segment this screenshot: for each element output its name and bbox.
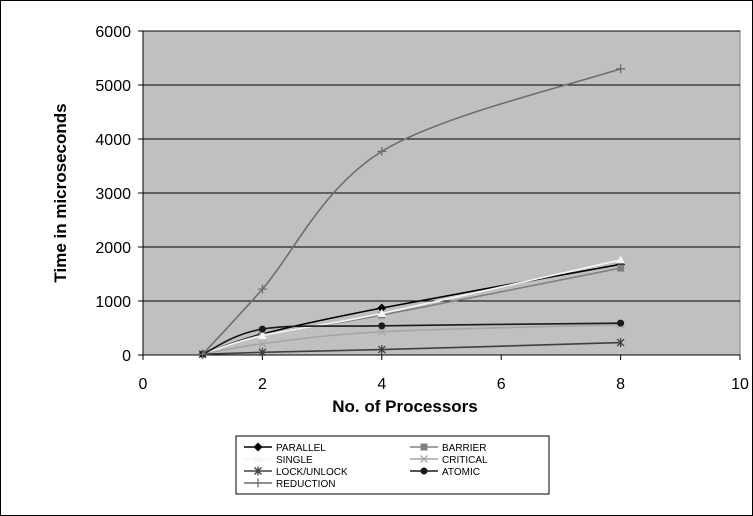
star-marker [616, 338, 625, 348]
data-point [253, 454, 263, 463]
legend-label: REDUCTION [276, 479, 335, 490]
data-point [420, 443, 428, 451]
data-point [420, 455, 428, 463]
y-axis-title: Time in microseconds [51, 103, 70, 282]
x-tick-label: 8 [616, 376, 625, 393]
plus-marker [257, 284, 267, 294]
x-axis-title: No. of Processors [332, 397, 478, 416]
data-point [254, 466, 262, 476]
plus-marker [198, 349, 208, 359]
x-tick-label: 4 [377, 376, 386, 393]
data-point [257, 284, 267, 294]
y-tick-label: 2000 [95, 240, 131, 257]
legend-item-atomic: ATOMIC [410, 467, 480, 478]
star-marker [377, 345, 386, 355]
data-point [617, 264, 625, 272]
circle-marker [420, 467, 428, 475]
data-point [378, 322, 386, 330]
y-tick-label: 1000 [95, 294, 131, 311]
data-point [616, 338, 625, 348]
data-point [377, 345, 386, 355]
data-point [258, 347, 267, 357]
star-marker [254, 466, 262, 476]
legend-label: LOCK/UNLOCK [276, 467, 348, 478]
triangle-marker [257, 331, 267, 340]
data-point [377, 327, 386, 336]
y-tick-label: 5000 [95, 78, 131, 95]
legend-label: CRITICAL [442, 455, 488, 466]
data-point [257, 331, 267, 340]
legend-label: SINGLE [276, 455, 313, 466]
data-point [617, 319, 625, 327]
square-marker [617, 264, 625, 272]
plus-marker [377, 146, 387, 156]
legend-item-barrier: BARRIER [410, 443, 486, 454]
data-point [253, 442, 263, 452]
diamond-marker [377, 303, 387, 313]
diamond-marker [253, 442, 263, 452]
y-tick-label: 0 [122, 348, 131, 365]
data-point [377, 303, 387, 313]
triangle-marker [616, 255, 626, 264]
square-marker [420, 443, 428, 451]
series-reduction [198, 64, 626, 359]
y-axis-ticks: 0 1000 2000 3000 4000 5000 6000 [95, 24, 143, 365]
x-axis-ticks: 0 2 4 6 8 10 [139, 355, 749, 393]
legend-item-single: SINGLE [244, 454, 313, 466]
data-point [616, 255, 626, 264]
star-marker [258, 347, 267, 357]
x-marker [377, 327, 386, 336]
series-line-reduction [202, 68, 621, 355]
gridlines [142, 30, 740, 356]
circle-marker [258, 325, 266, 333]
x-tick-label: 10 [731, 376, 749, 393]
legend-box [235, 435, 550, 495]
data-point [253, 478, 263, 488]
circle-marker [617, 319, 625, 327]
series-line-lock-unlock [202, 341, 621, 355]
legend-item-reduction: REDUCTION [244, 478, 335, 490]
data-point [420, 467, 428, 475]
data-point [377, 146, 387, 156]
triangle-marker [377, 308, 387, 317]
series-line-atomic [202, 322, 621, 355]
legend: PARALLEL BARRIER SINGLE CRITICAL LOCK/UNLOCK… [235, 435, 550, 495]
data-point [258, 325, 266, 333]
x-tick-label: 2 [258, 376, 267, 393]
x-marker [258, 339, 267, 348]
triangle-marker [253, 454, 263, 463]
series-line-single [202, 259, 621, 355]
circle-marker [378, 322, 386, 330]
legend-item-lock-unlock: LOCK/UNLOCK [244, 466, 348, 478]
y-tick-label: 6000 [95, 24, 131, 41]
legend-label: PARALLEL [276, 443, 326, 454]
legend-item-critical: CRITICAL [410, 455, 488, 466]
plus-marker [616, 64, 626, 74]
data-point [377, 308, 387, 317]
x-tick-label: 6 [497, 376, 506, 393]
data-point [258, 339, 267, 348]
legend-label: ATOMIC [442, 467, 480, 478]
legend-item-parallel: PARALLEL [244, 442, 326, 454]
data-point [198, 349, 208, 359]
x-marker [420, 455, 428, 463]
plus-marker [253, 478, 263, 488]
series-atomic [199, 319, 625, 358]
y-tick-label: 3000 [95, 186, 131, 203]
legend-label: BARRIER [442, 443, 486, 454]
series-group [198, 64, 626, 359]
data-point [616, 64, 626, 74]
series-line-critical [202, 323, 621, 355]
x-tick-label: 0 [139, 376, 148, 393]
y-tick-label: 4000 [95, 132, 131, 149]
